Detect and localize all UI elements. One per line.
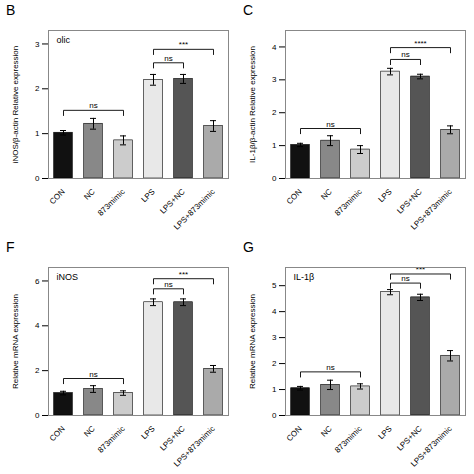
svg-text:IL-1β: IL-1β [294, 272, 315, 282]
svg-text:4: 4 [35, 321, 40, 330]
svg-text:ns: ns [89, 101, 97, 110]
svg-text:NC: NC [82, 424, 97, 439]
svg-text:NC: NC [319, 187, 334, 202]
svg-text:CON: CON [48, 424, 67, 443]
svg-text:LPS: LPS [377, 424, 394, 441]
svg-text:1: 1 [35, 129, 40, 138]
svg-text:ns: ns [401, 274, 409, 283]
svg-text:3: 3 [272, 75, 277, 84]
svg-text:3: 3 [272, 333, 277, 342]
svg-text:0: 0 [272, 174, 277, 183]
svg-text:LPS+873mimic: LPS+873mimic [172, 187, 217, 232]
html-text:B: B [6, 2, 16, 18]
svg-text:4: 4 [272, 43, 277, 52]
svg-text:4: 4 [272, 307, 277, 316]
svg-text:olic: olic [57, 35, 71, 45]
svg-text:LPS+873mimic: LPS+873mimic [409, 187, 454, 232]
svg-text:873mimic: 873mimic [96, 424, 127, 455]
svg-text:ns: ns [326, 363, 334, 372]
svg-text:LPS+NC: LPS+NC [158, 424, 187, 453]
html-text:C: C [243, 2, 254, 18]
svg-text:***: *** [416, 265, 425, 274]
svg-text:***: *** [179, 270, 188, 279]
svg-text:NC: NC [319, 424, 334, 439]
html-text:F: F [6, 239, 15, 255]
svg-text:2: 2 [272, 359, 277, 368]
svg-text:ns: ns [326, 120, 334, 129]
svg-text:ns: ns [401, 50, 409, 59]
svg-text:2: 2 [35, 84, 40, 93]
svg-text:Relative mRNA expression: Relative mRNA expression [11, 294, 20, 389]
svg-text:LPS+NC: LPS+NC [158, 187, 187, 216]
svg-text:Relative mRNA expression: Relative mRNA expression [248, 294, 257, 389]
svg-text:CON: CON [285, 187, 304, 206]
svg-text:873mimic: 873mimic [333, 187, 364, 218]
svg-text:LPS: LPS [140, 424, 157, 441]
svg-text:iNOS/β-actin Relative expressi: iNOS/β-actin Relative expression [11, 46, 20, 164]
svg-text:5: 5 [272, 281, 277, 290]
html-text:G: G [243, 239, 254, 255]
svg-text:6: 6 [35, 277, 40, 286]
svg-text:2: 2 [35, 366, 40, 375]
svg-text:ns: ns [89, 370, 97, 379]
svg-text:NC: NC [82, 187, 97, 202]
svg-text:0: 0 [272, 411, 277, 420]
svg-text:ns: ns [164, 280, 172, 289]
svg-text:2: 2 [272, 108, 277, 117]
svg-text:***: *** [179, 40, 188, 49]
svg-text:IL-1β/β-actin Relative express: IL-1β/β-actin Relative expression [248, 46, 257, 163]
svg-text:****: **** [414, 39, 426, 48]
svg-text:CON: CON [285, 424, 304, 443]
svg-text:LPS+873mimic: LPS+873mimic [409, 424, 454, 469]
svg-text:LPS: LPS [377, 187, 394, 204]
svg-text:873mimic: 873mimic [333, 424, 364, 455]
svg-text:LPS+NC: LPS+NC [395, 424, 424, 453]
svg-text:0: 0 [35, 411, 40, 420]
svg-text:1: 1 [272, 385, 277, 394]
svg-text:iNOS: iNOS [57, 272, 79, 282]
svg-text:873mimic: 873mimic [96, 187, 127, 218]
svg-text:LPS+NC: LPS+NC [395, 187, 424, 216]
svg-text:3: 3 [35, 40, 40, 49]
svg-text:LPS+873mimic: LPS+873mimic [172, 424, 217, 469]
svg-text:1: 1 [272, 141, 277, 150]
svg-text:0: 0 [35, 174, 40, 183]
svg-text:LPS: LPS [140, 187, 157, 204]
svg-text:CON: CON [48, 187, 67, 206]
svg-text:ns: ns [164, 54, 172, 63]
